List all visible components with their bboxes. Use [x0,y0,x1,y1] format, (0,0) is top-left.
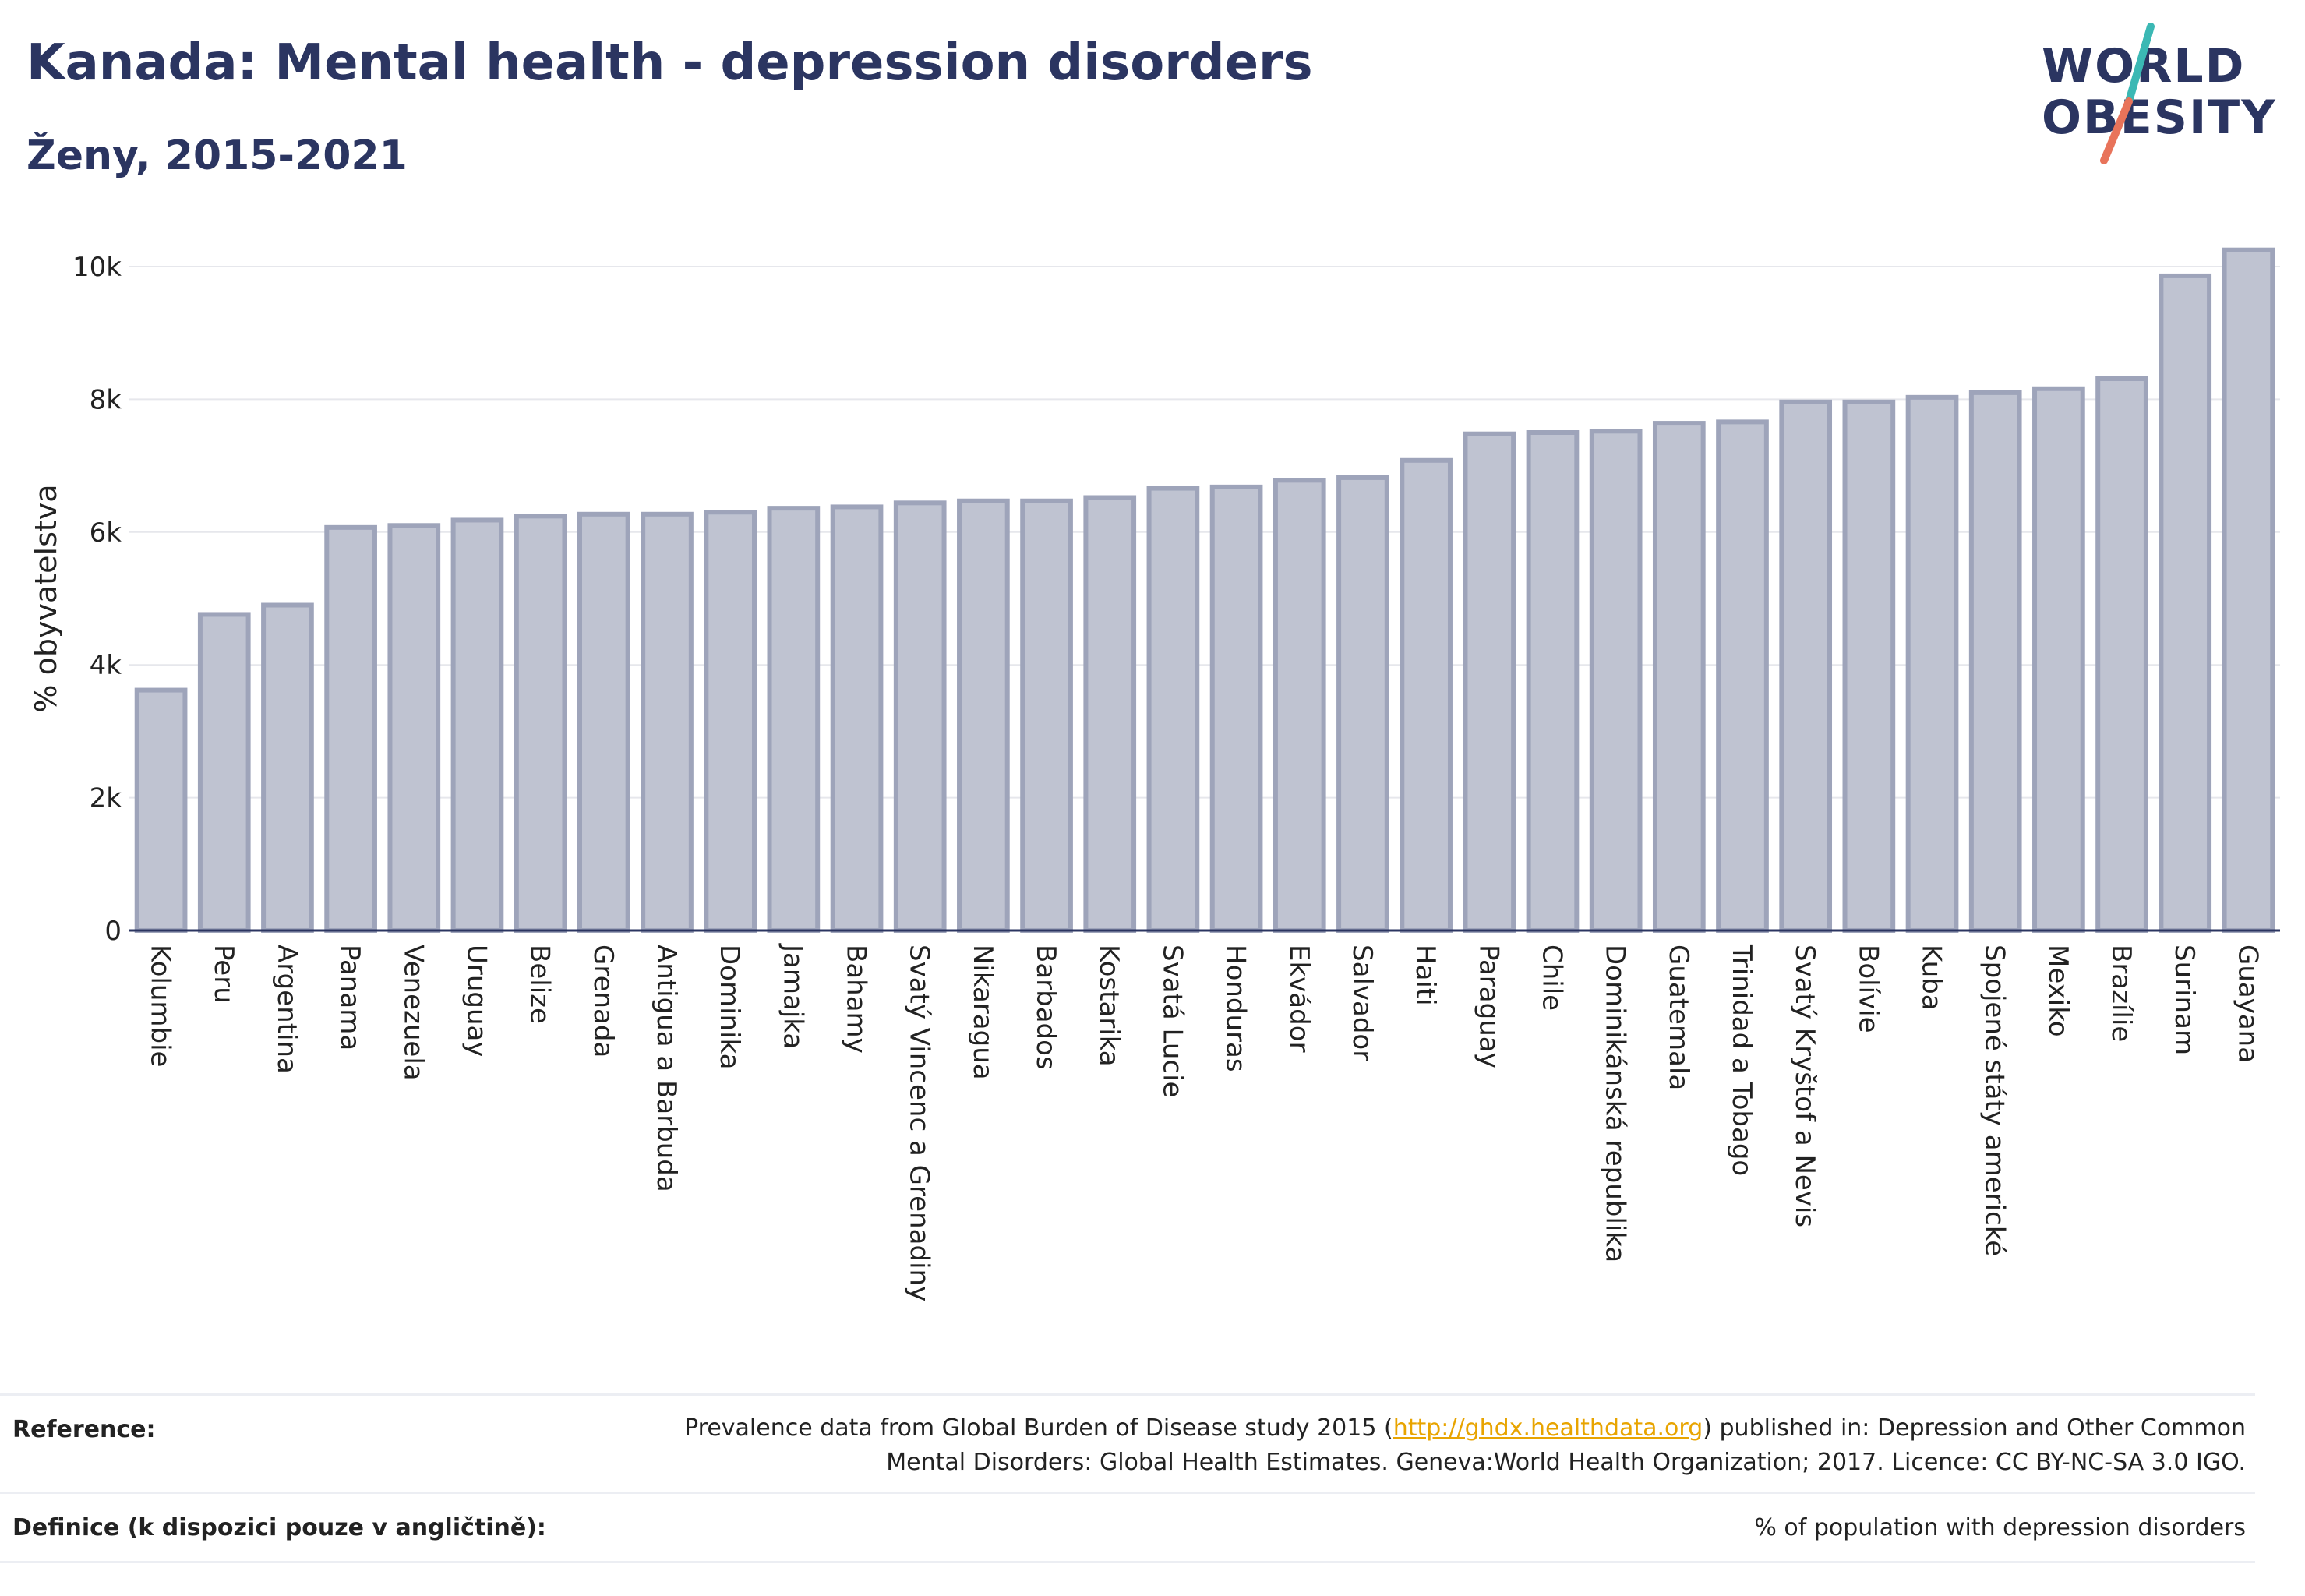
reference-label: Reference: [12,1416,156,1443]
y-tick-label: 0 [104,916,122,947]
bar [641,511,694,933]
y-tick-label: 2k [90,783,122,814]
x-tick-label: Dominikánská republika [1600,945,1631,1262]
y-axis-ticks: 0 2k 4k 6k 8k 10k [72,252,122,947]
x-tick-label: Paraguay [1473,945,1504,1068]
bar [577,511,630,933]
world-obesity-logo[interactable]: WORLD OBESITY [2026,23,2291,171]
bar [1273,478,1326,933]
x-tick-label: Jamajka [777,943,808,1049]
x-tick-label: Bahamy [841,945,872,1054]
y-axis-label: % obyvatelstva [29,484,63,712]
bar [1905,394,1959,933]
bar [1209,484,1263,933]
definition-label: Definice (k dispozici pouze v angličtině… [12,1514,546,1541]
x-tick-label: Panama [334,945,365,1050]
x-tick-label: Guayana [2232,945,2263,1063]
y-tick-label: 8k [90,384,122,415]
bar [1336,475,1389,934]
bar [767,506,821,933]
bar [2032,386,2085,933]
page-title: Kanada: Mental health - depression disor… [26,34,1313,92]
x-tick-label: Belize [524,945,556,1024]
bar-chart: 0 2k 4k 6k 8k 10k Kolumbie Peru Argentina Panama… [29,247,2280,1301]
x-tick-label: Ekvádor [1283,945,1315,1053]
bar [830,504,884,933]
x-tick-label: Guatemala [1663,945,1694,1090]
bar [2159,273,2212,934]
bar [1083,495,1137,934]
bar [957,498,1010,934]
bar [387,523,441,933]
definition-text: % of population with depression disorder… [1754,1514,2246,1541]
bar [1652,421,1706,933]
bar [261,602,314,933]
bar [1526,430,1580,933]
x-tick-label: Uruguay [461,945,492,1058]
x-tick-label: Trinidad a Tobago [1726,944,1757,1176]
x-tick-label: Kostarika [1093,945,1124,1067]
x-tick-label: Mexiko [2042,945,2074,1037]
x-tick-label: Venezuela [397,945,429,1081]
x-tick-label: Svatý Kryštof a Nevis [1789,945,1820,1227]
x-tick-label: Svatá Lucie [1156,945,1188,1097]
reference-line1-pre: Prevalence data from Global Burden of Di… [684,1414,1393,1442]
x-tick-label: Dominika [714,945,745,1069]
x-axis-ticks: Kolumbie Peru Argentina Panama Venezuela Urug… [145,943,2264,1301]
bar [2095,376,2148,934]
x-tick-label: Barbados [1030,945,1061,1070]
x-tick-label: Argentina [271,945,302,1074]
reference-link[interactable]: http://ghdx.healthdata.org [1393,1414,1703,1442]
bar [1400,457,1453,933]
bar [134,687,188,933]
logo-slash-icon [2100,23,2155,164]
x-tick-label: Surinam [2169,945,2200,1055]
bar [514,514,567,933]
x-tick-label: Bolívie [1852,945,1883,1033]
bar [893,500,947,933]
bar [1779,399,1833,934]
bars [134,247,2275,934]
bar [1716,419,1769,934]
reference-line1-post: ) published in: Depression and Other Com… [1703,1414,2246,1442]
x-tick-label: Nikaragua [967,945,998,1080]
reference-line2: Mental Disorders: Global Health Estimate… [886,1449,2246,1476]
footer-reference-row: Reference: Prevalence data from Global B… [0,1393,2255,1494]
x-tick-label: Svatý Vincenc a Grenadiny [904,945,935,1301]
bar [1589,429,1643,933]
bar [1842,399,1896,934]
x-tick-label: Brazílie [2106,945,2137,1042]
bar [2222,247,2275,933]
y-tick-label: 10k [72,252,122,283]
x-tick-label: Honduras [1220,945,1251,1072]
x-tick-label: Chile [1536,945,1567,1011]
bar [450,517,504,933]
bar [324,524,377,933]
x-tick-label: Antigua a Barbuda [651,945,682,1192]
bar [704,510,757,933]
page-subtitle: Ženy, 2015-2021 [26,132,408,179]
bar [197,612,251,933]
x-tick-label: Kolumbie [145,945,176,1067]
y-tick-label: 6k [90,517,122,549]
reference-text: Prevalence data from Global Burden of Di… [684,1411,2246,1480]
x-tick-label: Haiti [1410,945,1441,1006]
bar [1146,486,1200,933]
logo-line2: OBESITY [2042,90,2277,145]
bar [1968,390,2022,933]
x-tick-label: Spojené státy americké [1979,945,2010,1256]
bar [1020,498,1073,934]
bar [1463,431,1516,934]
x-tick-label: Salvador [1347,945,1378,1061]
footer-definition-row: Definice (k dispozici pouze v angličtině… [0,1492,2255,1563]
x-tick-label: Peru [208,945,239,1004]
x-tick-label: Grenada [588,945,619,1058]
x-tick-label: Kuba [1916,945,1947,1011]
y-tick-label: 4k [90,650,122,681]
